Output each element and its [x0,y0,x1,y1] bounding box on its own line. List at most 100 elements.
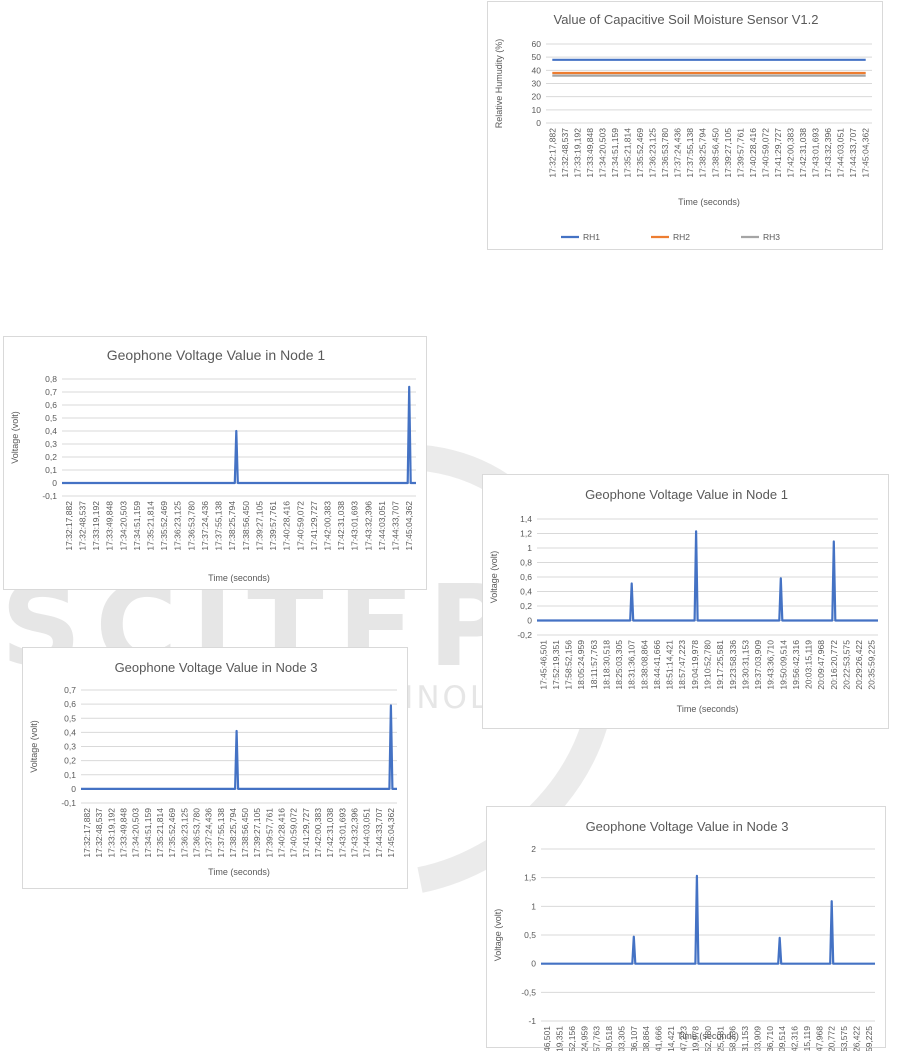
y-tick-label: -0,1 [61,798,76,808]
x-tick-label: 17:33:49,848 [585,128,595,178]
y-tick-label: 2 [531,844,536,854]
x-tick-label: 17:36:53,780 [660,128,670,178]
x-tick-label: 20:09:47,968 [814,1026,824,1051]
x-tick-label: 19:37:03,909 [752,1026,762,1051]
x-tick-label: 20:16:20,772 [827,1026,837,1051]
x-tick-label: 17:39:57,761 [268,501,278,551]
x-tick-label: 19:50:09,514 [778,640,788,690]
x-tick-label: 17:39:27,105 [254,501,264,551]
x-tick-label: 17:58:52,156 [567,1026,577,1051]
x-tick-label: 19:04:19,978 [691,1026,701,1051]
x-tick-label: 18:31:36,107 [629,1026,639,1051]
y-tick-label: 30 [532,79,542,89]
x-tick-label: 20:22:53,575 [841,640,851,690]
x-tick-label: 17:36:53,780 [191,808,201,858]
x-tick-label: 17:44:33,707 [374,808,384,858]
x-tick-label: 20:29:26,422 [854,640,864,690]
x-tick-label: 17:34:51,159 [143,808,153,858]
series-line-voltage [81,704,397,790]
x-tick-label: 17:36:23,125 [173,501,183,551]
x-tick-label: 17:35:21,814 [623,128,633,178]
x-tick-label: 17:34:20,503 [597,128,607,178]
x-tick-label: 17:43:01,693 [811,128,821,178]
x-axis-title: Time (seconds) [677,704,739,714]
x-tick-label: 17:39:57,761 [735,128,745,178]
chart-panel-node3-long: Geophone Voltage Value in Node 3 2 1,5 1 0,5… [486,806,886,1051]
y-tick-label: 50 [532,52,542,62]
x-axis-title: Time (seconds) [208,867,270,877]
x-tick-label: 17:33:49,848 [119,808,129,858]
x-tick-label: 17:32:48,537 [77,501,87,551]
x-tick-label: 17:35:52,469 [167,808,177,858]
x-tick-label: 18:11:57,763 [592,1026,602,1051]
chart-title: Geophone Voltage Value in Node 1 [107,347,326,363]
x-tick-label: 17:41:29,727 [301,808,311,858]
x-tick-label: 17:45:04,362 [861,128,871,178]
y-tick-label: 0 [536,118,541,128]
x-tick-label: 17:40:28,416 [277,808,287,858]
legend-label-rh3: RH3 [763,232,780,242]
x-tick-label: 19:50:09,514 [777,1026,787,1051]
x-tick-label: 17:42:00,383 [786,128,796,178]
y-tick-label: 0,6 [45,400,57,410]
y-tick-label: 0,6 [64,699,76,709]
x-tick-label: 17:34:20,503 [131,808,141,858]
x-tick-label: 17:43:32,396 [363,501,373,551]
x-tick-label: 20:29:26,422 [851,1026,861,1051]
x-tick-label: 17:58:52,156 [564,640,574,690]
y-tick-label: 0,5 [524,930,536,940]
x-tick-label: 17:39:57,761 [264,808,274,858]
y-tick-label: 0 [531,959,536,969]
y-tick-label: 1 [527,543,532,553]
x-tick-label: 17:34:51,159 [610,128,620,178]
y-tick-label: 0,6 [520,572,532,582]
x-tick-label: 18:51:14,421 [666,1026,676,1051]
y-tick-label: 40 [532,65,542,75]
x-tick-label: 17:38:25,794 [698,128,708,178]
x-tick-label: 20:16:20,772 [829,640,839,690]
y-tick-label: -0,2 [517,630,532,640]
x-tick-label: 20:35:59,225 [864,1026,874,1051]
x-tick-label: 17:36:53,780 [186,501,196,551]
x-tick-label: 17:37:55,138 [685,128,695,178]
x-tick-label: 17:52:19,351 [555,1026,565,1051]
x-tick-label: 17:33:49,848 [105,501,115,551]
x-tick-label: 17:35:21,814 [155,808,165,858]
y-tick-label: 0,7 [64,685,76,695]
x-tick-label: 17:44:33,707 [848,128,858,178]
x-tick-label: 19:10:52,780 [703,640,713,690]
x-tick-label: 17:40:28,416 [748,128,758,178]
x-tick-label: 17:42:00,383 [313,808,323,858]
x-tick-label: 19:37:03,909 [753,640,763,690]
y-tick-label: 0 [527,616,532,626]
x-tick-label: 19:23:58,336 [728,1026,738,1051]
y-tick-label: -0,1 [42,491,57,501]
chart-title: Geophone Voltage Value in Node 3 [115,660,318,675]
x-tick-label: 19:43:36,710 [765,1026,775,1051]
y-tick-label: 1,4 [520,514,532,524]
y-tick-label: 20 [532,92,542,102]
x-tick-label: 17:40:59,072 [289,808,299,858]
x-tick-label: 17:35:21,814 [146,501,156,551]
y-tick-label: -0,5 [521,987,536,997]
x-tick-label: 17:38:25,794 [228,808,238,858]
x-axis-title: Time (seconds) [208,573,270,583]
x-tick-label: 19:17:25,581 [715,640,725,690]
x-tick-label: 17:43:32,396 [823,128,833,178]
x-tick-label: 18:38:08,864 [639,640,649,690]
y-tick-label: 0,5 [64,713,76,723]
x-tick-label: 17:32:17,882 [547,128,557,178]
node3-short-chart: Geophone Voltage Value in Node 3 0,7 0,6 0,… [29,660,397,877]
y-tick-label: 0 [52,478,57,488]
x-tick-label: 17:45:04,362 [404,501,414,551]
x-tick-label: 17:40:59,072 [760,128,770,178]
x-tick-label: 17:36:23,125 [179,808,189,858]
y-tick-label: 0,4 [520,587,532,597]
x-tick-label: 17:38:56,450 [710,128,720,178]
y-tick-label: 1 [531,901,536,911]
y-axis-title: Voltage (volt) [489,551,499,604]
x-tick-label: 18:18:30,518 [601,640,611,690]
y-tick-label: 0,3 [45,439,57,449]
x-tick-label: 17:39:27,105 [252,808,262,858]
x-tick-label: 20:03:15,119 [804,640,814,689]
